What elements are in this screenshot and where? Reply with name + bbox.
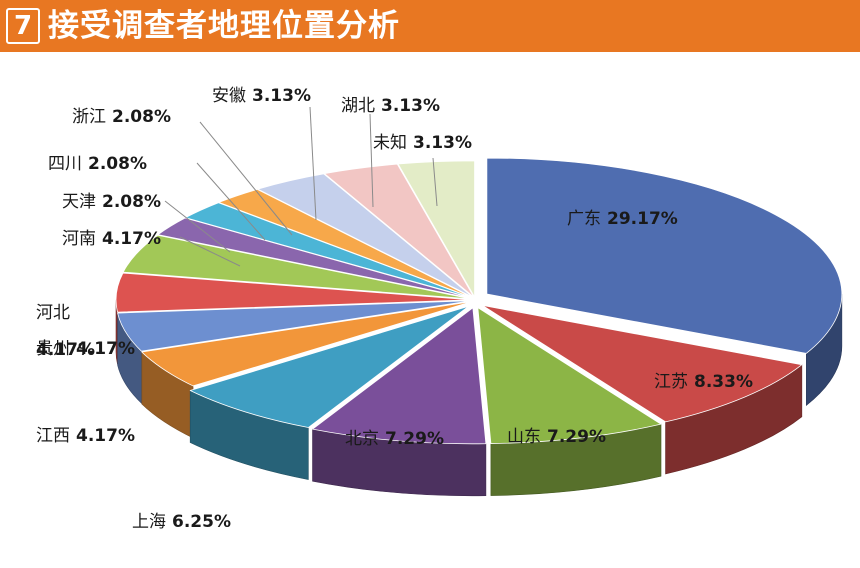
- slice-10-leader-line: [164, 200, 231, 253]
- slice-2-top: [481, 304, 803, 423]
- slice-7-name: 贵州: [36, 339, 70, 359]
- slice-3-top: [477, 307, 662, 444]
- slice-5-value: 6.25%: [172, 512, 231, 532]
- slice-1-value: 29.17%: [607, 209, 678, 229]
- slice-9-name: 河南: [62, 229, 96, 249]
- slice-4-top: [312, 307, 487, 445]
- slice-10-label: 天津 2.08%: [62, 192, 161, 212]
- slice-12-leader-line: [199, 121, 293, 236]
- slice-10-name: 天津: [62, 192, 96, 212]
- slice-6-label: 江西 4.17%: [36, 426, 135, 446]
- pie-top-faces: [115, 157, 843, 445]
- slice-15-value: 3.13%: [413, 133, 472, 153]
- slice-13-top: [257, 173, 474, 298]
- slice-12-label: 浙江 2.08%: [72, 107, 171, 127]
- slice-6-name: 江西: [36, 426, 70, 446]
- slice-14-label: 湖北 3.13%: [341, 96, 440, 116]
- slice-4-label: 北京 7.29%: [345, 429, 444, 449]
- slice-9-value: 4.17%: [102, 229, 161, 249]
- slice-9-leader-line: [179, 236, 241, 267]
- slice-15-top: [397, 160, 475, 298]
- slice-14-name: 湖北: [341, 96, 375, 116]
- slice-5-top: [189, 305, 470, 428]
- section-number-badge: 7: [6, 8, 40, 44]
- slice-6-top: [141, 301, 472, 387]
- slice-6-value: 4.17%: [76, 426, 135, 446]
- slice-11-leader-line: [196, 162, 266, 241]
- pie-chart: 广东 29.17% 江苏 8.33% 山东 7.29% 北京 7.29% 上海 6.25% 江西 4.…: [36, 86, 843, 532]
- slice-13-leader-line: [309, 106, 317, 221]
- slice-10-value: 2.08%: [102, 192, 161, 212]
- slice-3-label: 山东 7.29%: [507, 427, 606, 447]
- slice-7-top: [117, 300, 472, 352]
- title-banner: 7 接受调查者地理位置分析: [0, 0, 860, 52]
- slice-13-name: 安徽: [212, 86, 246, 106]
- slice-12-value: 2.08%: [112, 107, 171, 127]
- slice-14-top: [324, 163, 475, 298]
- slice-10-top: [157, 217, 473, 299]
- slice-8-value: 4.17%: [36, 340, 95, 360]
- slice-3-value: 7.29%: [547, 427, 606, 447]
- slice-9-label: 河南 4.17%: [62, 229, 161, 249]
- slice-8-name: 河北: [36, 303, 70, 323]
- slice-8-top: [115, 272, 472, 313]
- slice-2-label: 江苏 8.33%: [654, 372, 753, 392]
- slice-3-name: 山东: [507, 427, 541, 447]
- slice-1-top: [486, 157, 843, 354]
- slice-5-label: 上海 6.25%: [132, 512, 231, 532]
- slice-12-name: 浙江: [72, 107, 106, 127]
- slice-11-label: 四川 2.08%: [48, 154, 147, 174]
- slice-14-leader-line: [369, 113, 374, 208]
- slice-15-leader-line: [432, 157, 438, 207]
- slice-4-name: 北京: [345, 429, 379, 449]
- slice-11-name: 四川: [48, 154, 82, 174]
- slice-7-value: 4.17%: [76, 339, 135, 359]
- slice-1-name: 广东: [567, 209, 601, 229]
- slice-5-name: 上海: [132, 512, 166, 532]
- slice-14-value: 3.13%: [381, 96, 440, 116]
- slice-1-label: 广东 29.17%: [567, 209, 678, 229]
- slice-11-value: 2.08%: [88, 154, 147, 174]
- slice-12-top: [218, 189, 473, 299]
- slice-13-value: 3.13%: [252, 86, 311, 106]
- slice-8-label: 河北 4.17%: [36, 303, 95, 360]
- slice-2-value: 8.33%: [694, 372, 753, 392]
- slice-2-name: 江苏: [654, 372, 688, 392]
- slice-15-name: 未知: [373, 133, 407, 153]
- slice-7-label: 贵州 4.17%: [36, 339, 135, 359]
- slice-labels: 广东 29.17% 江苏 8.33% 山东 7.29% 北京 7.29% 上海 6.25% 江西 4.…: [36, 86, 753, 532]
- slice-4-value: 7.29%: [385, 429, 444, 449]
- slice-15-label: 未知 3.13%: [373, 133, 472, 153]
- slice-13-label: 安徽 3.13%: [212, 86, 311, 106]
- page-title: 接受调查者地理位置分析: [48, 8, 400, 44]
